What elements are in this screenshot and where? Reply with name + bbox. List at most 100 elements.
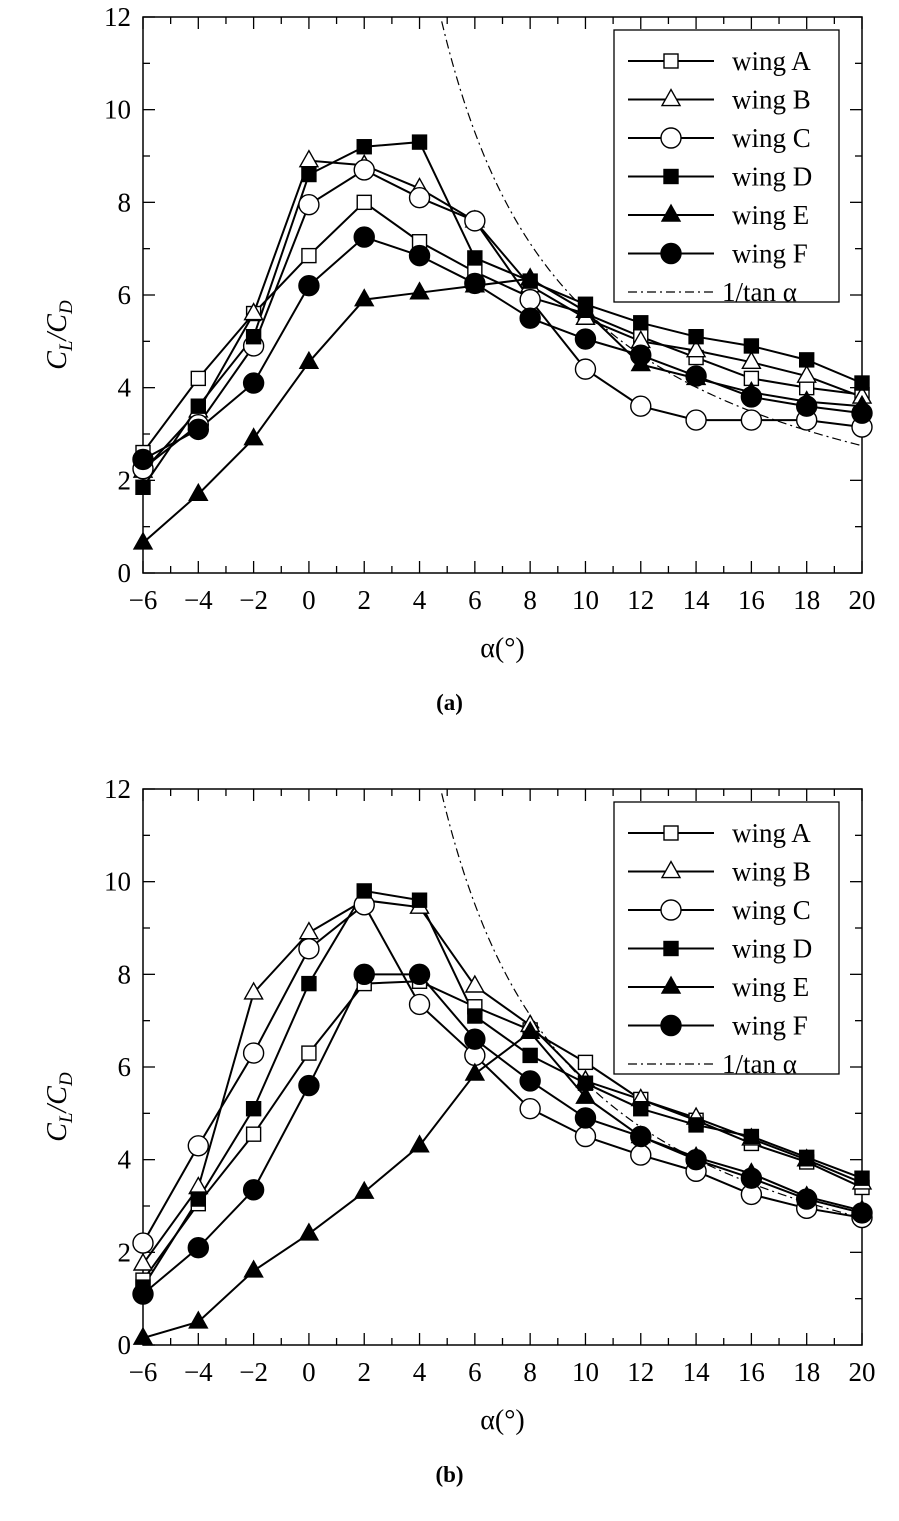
- chart-a-ticks: [142, 16, 863, 574]
- chart-b-data-point: [188, 1310, 209, 1329]
- chart-a-series-line: [143, 141, 862, 488]
- chart-a-data-point: [132, 531, 154, 550]
- chart-b-data-point: [574, 1107, 597, 1129]
- chart-a-data-point: [795, 395, 818, 417]
- chart-b-data-point: [630, 1144, 652, 1166]
- chart-b-data-point: [575, 1085, 596, 1104]
- chart-b-x-tick-label: 2: [357, 1357, 371, 1387]
- chart-b-legend-label: wing A: [732, 818, 811, 848]
- chart-b-data-point: [464, 1028, 486, 1050]
- chart-b-data-point: [132, 1326, 154, 1345]
- chart-b-y-tick-label: 2: [118, 1237, 132, 1267]
- chart-a-data-point: [135, 479, 151, 495]
- chart-b-legend-label: wing F: [732, 1011, 808, 1041]
- chart-b-data-point: [798, 1149, 815, 1166]
- chart-a-legend: wing A wing B wing C wing D wing E wing F 1/ta…: [613, 29, 840, 307]
- chart-a-data-point: [411, 134, 428, 150]
- chart-b-data-point: [132, 1252, 154, 1271]
- chart-a-x-tick-label: 14: [683, 585, 711, 615]
- chart-a-legend-label: wing C: [732, 123, 811, 153]
- chart-b-data-point: [356, 883, 372, 899]
- chart-b-legend-marker: [663, 825, 679, 841]
- chart-a-data-point: [188, 482, 209, 502]
- chart-a-x-tick-label: 12: [627, 585, 654, 615]
- chart-a-series-line: [143, 159, 862, 472]
- chart-b-data-point: [187, 1237, 210, 1259]
- chart-b-data-point: [132, 1232, 154, 1254]
- chart-b-data-point: [519, 1020, 541, 1040]
- chart-b-legend-label: wing C: [732, 895, 811, 925]
- chart-a-data-point: [796, 364, 817, 383]
- chart-a-x-tick-label: 20: [849, 585, 876, 615]
- chart-b-y-tick-label: 10: [104, 867, 131, 897]
- chart-b-data-point: [245, 1101, 262, 1117]
- chart-a-data-point: [630, 344, 652, 366]
- chart-a-x-tick-label: −4: [184, 585, 213, 615]
- chart-a-y-tick-label: 6: [118, 280, 132, 310]
- chart-a-data-point: [409, 281, 430, 300]
- chart-b-data-point: [298, 1222, 320, 1241]
- chart-a-data-point: [243, 302, 264, 321]
- chart-a-legend-marker: [663, 53, 679, 69]
- chart-a-x-tick-label: 18: [793, 585, 820, 615]
- chart-panel-a: −6 −4 −2 0 2 4 6 8 10 12 14 16 18 20 0 2 4 6 8 10 12 α(°) CL/C…: [0, 0, 899, 749]
- chart-b-x-tick-label: 0: [302, 1357, 316, 1387]
- chart-b-data-point: [854, 1170, 870, 1186]
- chart-panel-b: −6 −4 −2 0 2 4 6 8 10 12 14 16 18 20 0 2 4 6 8 10 12 α(°) CL/C…: [0, 772, 899, 1521]
- chart-a-data-point: [190, 370, 207, 387]
- chart-a-data-point: [243, 427, 264, 446]
- chart-a-data-point: [301, 166, 317, 183]
- chart-b-ticks: [142, 788, 863, 1346]
- chart-a-y-tick-label: 2: [118, 465, 132, 495]
- chart-b-series-line: [143, 980, 862, 1281]
- chart-a-x-axis-label: α(°): [480, 633, 525, 664]
- chart-b-x-tick-label: 14: [683, 1357, 711, 1387]
- chart-a-x-tick-label: −2: [239, 585, 268, 615]
- chart-b-data-point: [464, 974, 486, 993]
- chart-a-y-tick-label: 4: [118, 373, 132, 403]
- chart-a-legend-label: wing F: [732, 239, 808, 269]
- chart-a-data-point: [356, 139, 372, 155]
- chart-a-data-point: [740, 409, 763, 431]
- chart-a-data-point: [519, 288, 541, 311]
- chart-a-legend-label: wing A: [732, 46, 811, 76]
- chart-a-markers-wing-f: [132, 226, 873, 471]
- chart-a-legend-marker: [660, 88, 682, 107]
- chart-a-series-wing-d: [143, 141, 862, 488]
- chart-a-data-point: [298, 350, 320, 369]
- chart-b-x-tick-label: 6: [468, 1357, 482, 1387]
- chart-a-data-point: [298, 193, 320, 216]
- chart-b-data-point: [187, 1135, 210, 1157]
- chart-b-data-point: [408, 993, 431, 1016]
- chart-b-data-point: [132, 1283, 154, 1305]
- chart-b-data-point: [519, 1098, 541, 1120]
- chart-b-x-tick-label: 16: [738, 1357, 765, 1387]
- chart-a-data-point: [685, 365, 707, 387]
- chart-b-data-point: [630, 1125, 652, 1148]
- chart-a-data-point: [688, 329, 704, 345]
- chart-a-data-point: [132, 448, 154, 471]
- chart-b-data-point: [688, 1117, 704, 1133]
- chart-b-data-point: [353, 963, 375, 986]
- chart-a-data-point: [298, 275, 320, 297]
- chart-b-markers-wing-f: [132, 963, 873, 1305]
- chart-a-x-tick-label: 2: [357, 585, 371, 615]
- chart-b-series-wing-d: [143, 889, 862, 1288]
- chart-b-y-tick-label: 12: [104, 774, 131, 804]
- chart-a-data-point: [740, 386, 763, 408]
- chart-a-series-line: [143, 201, 862, 454]
- chart-a-y-tick-label: 10: [104, 95, 131, 125]
- chart-b-data-point: [740, 1167, 763, 1189]
- chart-a-legend-marker: [660, 203, 682, 222]
- chart-b-y-axis-label: CL/CD: [42, 1072, 77, 1142]
- chart-a-x-tick-label: 0: [302, 585, 316, 615]
- chart-b-legend-marker: [660, 899, 682, 921]
- chart-b-series-wing-a: [143, 980, 862, 1281]
- chart-b-legend-marker: [660, 975, 682, 994]
- chart-a-y-tick-label: 8: [118, 187, 132, 217]
- chart-b-x-tick-label: −2: [239, 1357, 268, 1387]
- chart-b-data-point: [685, 1148, 707, 1171]
- chart-b-data-point: [301, 1045, 317, 1061]
- chart-b-y-tick-label: 8: [118, 959, 132, 989]
- chart-a-data-point: [574, 358, 597, 380]
